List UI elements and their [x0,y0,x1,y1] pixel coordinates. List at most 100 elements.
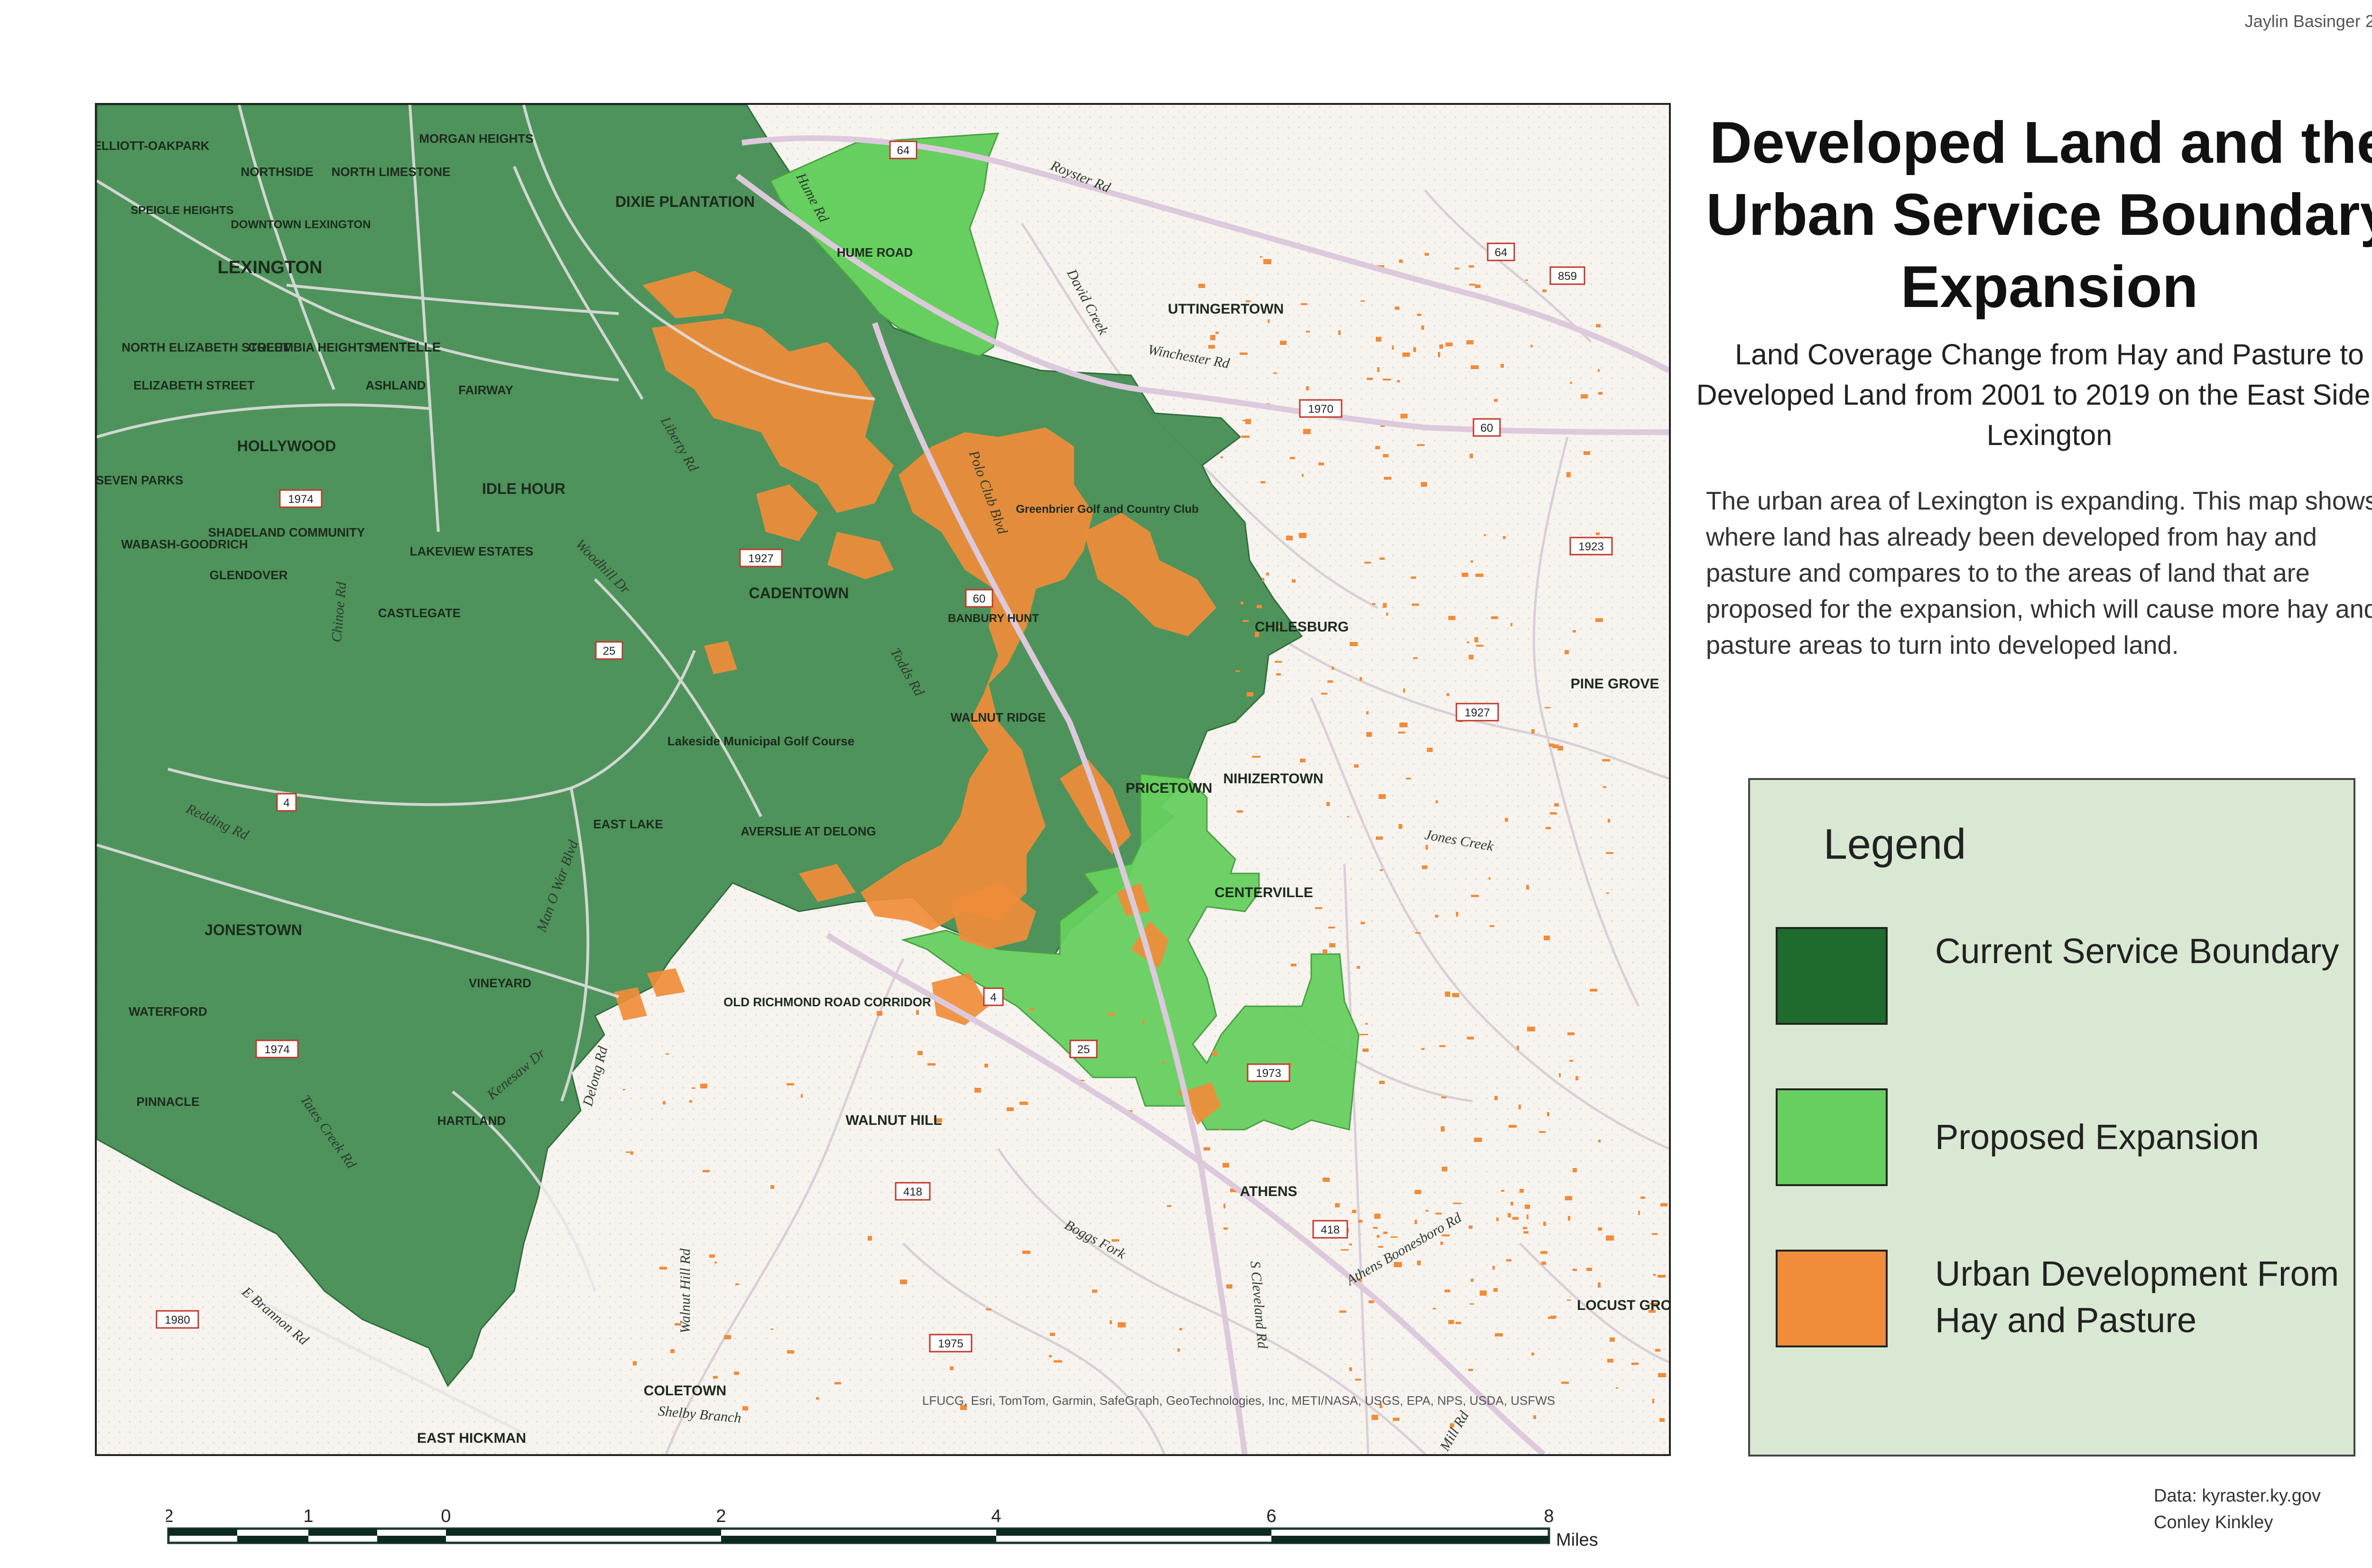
development-speck [1475,574,1483,577]
development-speck [1544,936,1550,940]
development-speck [1453,1203,1462,1204]
development-speck [1519,1104,1521,1109]
development-speck [1608,819,1610,823]
development-speck [1567,1299,1571,1301]
development-speck [1318,463,1324,465]
route-shield: 418 [1312,1220,1348,1239]
development-speck [1204,1147,1210,1150]
route-shields: 64 64 60 60 859 1970 1927 1923 1927 1974 4 4 418 25 19… [156,140,1613,1353]
development-speck [742,1406,748,1410]
development-speck [1302,474,1304,477]
development-speck [1349,1367,1352,1371]
svg-text:1974: 1974 [288,493,313,506]
development-speck [1380,869,1383,871]
map-title: Developed Land and the Urban Service Bou… [1706,110,2372,320]
development-speck [1339,1310,1346,1313]
development-speck [1395,306,1399,310]
svg-text:60: 60 [973,593,986,605]
scale-segment [446,1529,721,1536]
place-label: FAIRWAY [458,383,513,397]
development-speck [1470,1303,1474,1305]
development-speck [787,1083,794,1086]
proposed-expansion-south[interactable] [900,773,1360,1131]
svg-text:64: 64 [1495,246,1508,259]
development-speck [1469,265,1474,268]
development-speck [1503,536,1506,539]
development-speck [1266,573,1269,575]
development-speck [1476,645,1483,647]
development-speck [1541,1262,1546,1265]
scale-tick-label: 2 [166,1509,174,1526]
place-label: WATERFORD [129,1004,207,1019]
route-shield: 1974 [255,1039,299,1058]
route-shield: 25 [1069,1039,1098,1058]
development-speck [1257,605,1262,608]
development-speck [1471,895,1479,897]
map-frame[interactable]: ELLIOTT-OAKPARK NORTHSIDE NORTH LIMESTONE M… [95,103,1671,1456]
development-speck [1332,667,1334,670]
development-speck [1108,1013,1115,1016]
development-speck [1226,1284,1232,1289]
place-label: ASHLAND [365,378,426,392]
route-shield: 60 [965,589,993,608]
place-label: JONESTOWN [204,921,302,938]
development-speck [1448,1320,1454,1324]
map-subtitle: Land Coverage Change from Hay and Pastur… [1696,338,2372,451]
place-label: CHILESBURG [1255,619,1349,635]
development-speck [1162,1061,1165,1064]
route-shield: 1975 [929,1334,973,1353]
route-shield: 1923 [1569,537,1613,556]
development-speck [633,1361,637,1365]
map-canvas[interactable]: ELLIOTT-OAKPARK NORTHSIDE NORTH LIMESTONE M… [97,105,1669,1454]
development-speck [1659,1418,1665,1422]
development-speck [1402,353,1410,357]
development-speck [1568,1216,1570,1221]
development-speck [1379,794,1386,799]
author-credit: Jaylin Basinger 2024 [2244,11,2372,31]
svg-text:418: 418 [903,1186,922,1198]
development-speck [900,1280,907,1284]
development-speck [1366,711,1369,714]
development-speck [1649,1303,1658,1305]
scattered-development [623,253,1668,1428]
development-speck [1399,723,1408,727]
development-speck [1291,964,1297,966]
development-speck [1303,429,1311,434]
development-speck [1546,827,1551,829]
development-speck [1338,330,1341,335]
development-speck [1019,1102,1028,1105]
development-speck [916,1010,919,1015]
development-speck [1446,693,1449,696]
development-speck [1167,1205,1171,1207]
development-speck [1263,259,1271,264]
place-label: CENTERVILLE [1214,885,1313,900]
development-speck [1436,800,1438,803]
scale-tick-label: 8 [1544,1509,1554,1526]
development-speck [1509,1125,1517,1128]
place-label: ELIZABETH STREET [133,378,255,392]
development-speck [1299,533,1306,538]
development-speck [1512,1217,1519,1220]
place-label: Greenbrier Golf and Country Club [1016,503,1198,516]
development-speck [1215,332,1219,334]
development-speck [1603,786,1606,788]
development-speck [1586,1268,1592,1271]
place-label: LAKEVIEW ESTATES [410,544,534,558]
development-speck [1367,378,1373,380]
development-speck [1436,1213,1442,1215]
place-label: DIXIE PLANTATION [615,193,755,210]
urban-development-areas[interactable] [614,271,1221,1125]
scale-tick-label: 4 [991,1509,1001,1526]
development-speck [1421,482,1427,487]
development-speck [1527,1027,1535,1031]
development-speck [877,1011,882,1016]
development-speck [1360,677,1362,681]
development-speck [1573,1269,1577,1271]
development-speck [1278,625,1280,628]
proposed-expansion-north[interactable] [769,132,1000,357]
development-speck [1198,284,1205,288]
development-speck [1425,253,1429,256]
development-speck [1376,337,1381,342]
legend-swatch-current-boundary [1776,927,1888,1025]
development-speck [1371,1415,1378,1420]
